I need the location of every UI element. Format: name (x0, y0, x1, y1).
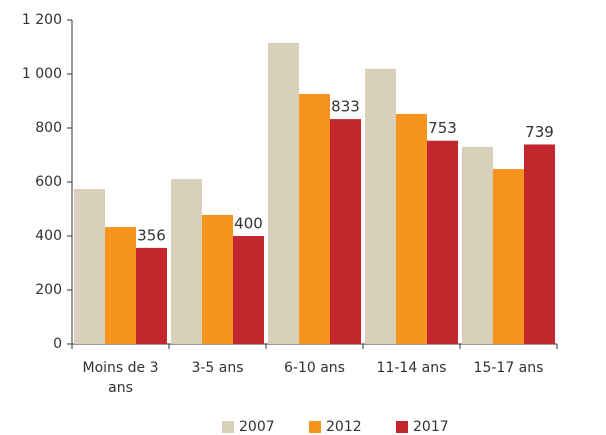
bar (427, 140, 458, 344)
bar (330, 119, 361, 344)
legend-swatch (222, 421, 234, 433)
data-label: 753 (428, 119, 457, 137)
x-tick-label: 11-14 ans (376, 360, 447, 376)
x-tick-label: 15-17 ans (473, 360, 544, 376)
legend-label: 2017 (413, 419, 449, 435)
bar (396, 113, 427, 345)
data-label: 356 (137, 226, 166, 244)
bar (202, 214, 233, 344)
bar (462, 146, 493, 344)
bar (233, 236, 264, 344)
bar (493, 169, 524, 344)
data-label: 400 (234, 215, 263, 233)
legend-label: 2012 (326, 419, 362, 435)
x-tick-label: 6-10 ans (284, 360, 345, 376)
bar (171, 179, 202, 344)
legend-label: 2007 (239, 419, 275, 435)
data-label: 833 (331, 98, 360, 116)
x-tick-label: 3-5 ans (191, 360, 244, 376)
y-tick-label: 0 (53, 336, 62, 352)
legend-swatch (396, 421, 408, 433)
y-tick-label: 1 200 (22, 12, 62, 28)
bar (299, 93, 330, 344)
y-tick-label: 200 (35, 282, 62, 298)
data-label: 739 (525, 123, 554, 141)
y-tick-label: 600 (35, 174, 62, 190)
bar (105, 227, 136, 344)
legend-swatch (309, 421, 321, 433)
bar (365, 68, 396, 345)
bar (268, 42, 299, 344)
x-tick-label: Moins de 3 ans (82, 360, 159, 396)
bar (136, 247, 167, 344)
y-tick-label: 800 (35, 120, 62, 136)
bar (524, 144, 555, 344)
y-tick-label: 1 000 (22, 66, 62, 82)
y-tick-label: 400 (35, 228, 62, 244)
bar (74, 189, 105, 344)
